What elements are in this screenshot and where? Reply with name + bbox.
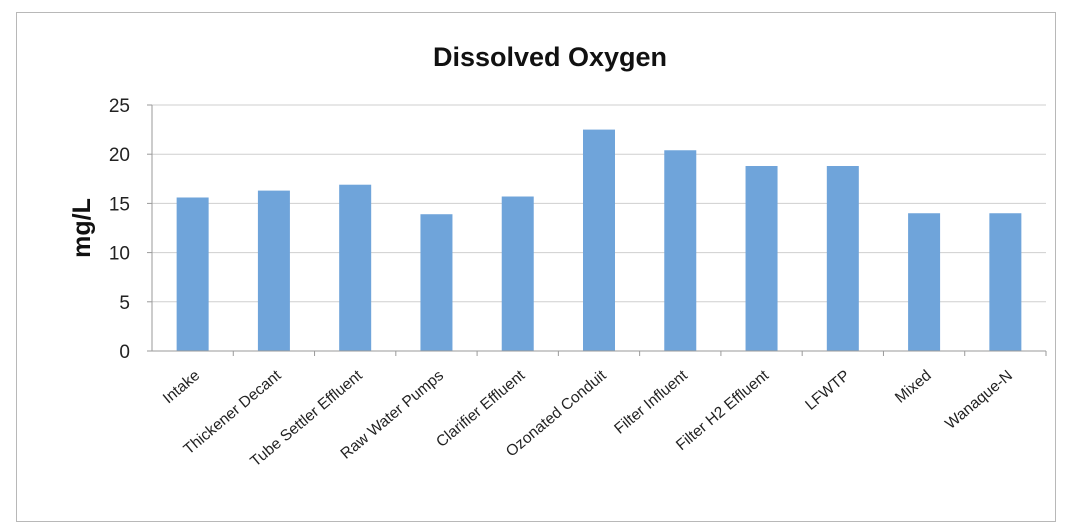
bars bbox=[176, 129, 1022, 351]
axes bbox=[147, 104, 1047, 356]
bar bbox=[339, 184, 372, 351]
bar bbox=[583, 129, 615, 351]
x-tick-label: LFWTP bbox=[802, 367, 853, 414]
x-tick-label: Filter Influent bbox=[611, 367, 691, 438]
y-tick-label: 10 bbox=[109, 244, 130, 265]
y-tick-label: 20 bbox=[109, 145, 130, 166]
bar bbox=[908, 213, 941, 351]
y-tick-label: 15 bbox=[109, 194, 130, 215]
x-tick-label: Intake bbox=[160, 367, 203, 407]
bar bbox=[501, 196, 534, 351]
bar bbox=[745, 166, 778, 351]
y-tick-label: 25 bbox=[109, 96, 130, 117]
y-tick-label: 5 bbox=[119, 293, 130, 314]
chart-title: Dissolved Oxygen bbox=[433, 42, 667, 72]
bar bbox=[826, 166, 859, 351]
y-axis-label: mg/L bbox=[68, 198, 96, 258]
x-tick-label: Wanaque-N bbox=[942, 367, 1016, 433]
bar bbox=[664, 150, 697, 351]
x-tick-label: Mixed bbox=[892, 367, 935, 407]
y-tick-labels: 0 5 10 15 20 25 bbox=[109, 96, 130, 363]
y-tick-label: 0 bbox=[119, 342, 130, 363]
bar bbox=[176, 197, 209, 351]
bar bbox=[257, 190, 290, 351]
bar bbox=[989, 213, 1022, 351]
bar bbox=[420, 214, 453, 351]
